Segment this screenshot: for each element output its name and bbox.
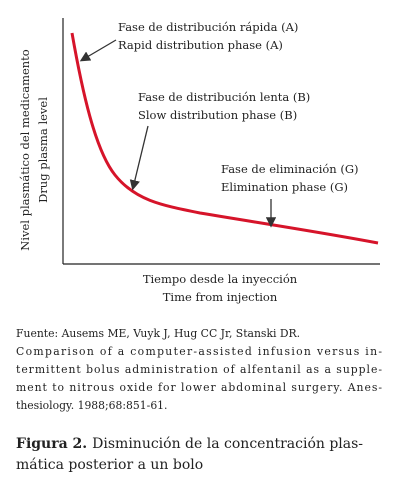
source-line: ment to nitrous oxide for lower abdomina…: [16, 381, 382, 394]
annotation: Fase de eliminación (G): [221, 162, 359, 176]
source-line: Comparison of a computer-assisted infusi…: [16, 345, 382, 358]
curve: [70, 32, 379, 245]
annotation: Fase de distribución rápida (A): [118, 20, 298, 34]
arrow: [79, 39, 117, 62]
annotation: Rapid distribution phase (A): [118, 38, 283, 52]
caption-label: Figura 2.: [16, 436, 87, 452]
arrow: [129, 125, 149, 191]
source-line: Fuente: Ausems ME, Vuyk J, Hug CC Jr, St…: [16, 327, 300, 340]
annotation: Fase de distribución lenta (B): [138, 90, 310, 104]
annotation: Slow distribution phase (B): [138, 108, 297, 122]
x-axis-label: Time from injection: [163, 290, 278, 304]
source-line: thesiology. 1988;68:851-61.: [16, 399, 168, 412]
y-axis-label: Nivel plasmático del medicamento: [18, 49, 32, 251]
x-axis-label: Tiempo desde la inyección: [143, 272, 298, 286]
caption-line: Disminución de la concentración plas-: [92, 436, 363, 452]
caption-line: mática posterior a un bolo: [16, 457, 203, 473]
source-line: termittent bolus administration of alfen…: [16, 363, 382, 376]
y-axis-label: Drug plasma level: [36, 97, 50, 203]
caption: Figura 2. Disminución de la concentración…: [16, 436, 363, 452]
annotation: Elimination phase (G): [221, 180, 348, 194]
